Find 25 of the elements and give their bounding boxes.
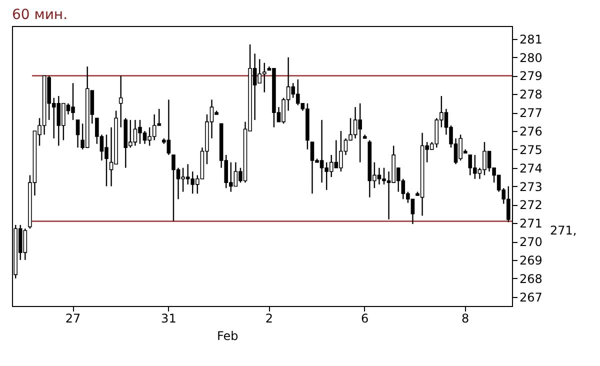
y-tick-label: 281 xyxy=(520,32,542,46)
candlestick xyxy=(76,119,80,148)
text: Feb xyxy=(217,329,238,343)
x-tick-label: 8 xyxy=(462,312,470,326)
y-tick-label: 273 xyxy=(520,180,542,194)
x-tick-label: 27 xyxy=(65,312,81,326)
y-tick-label: 280 xyxy=(520,50,542,65)
y-tick-label: 276 xyxy=(520,124,542,138)
y-tick-label: 277 xyxy=(520,106,542,120)
y-tick-label: 272 xyxy=(520,198,542,212)
y-tick-label: 279 xyxy=(520,69,542,84)
y-tick-label: 274 xyxy=(520,161,542,176)
candlestick xyxy=(118,75,123,128)
y-tick-label: 269 xyxy=(520,253,542,268)
y-tick-label: 275 xyxy=(520,142,542,157)
y-tick-label: 268 xyxy=(520,272,542,286)
x-tick-label: 6 xyxy=(361,312,369,326)
y-tick-label: 271 xyxy=(520,216,542,231)
chart-title: 60 мин. xyxy=(12,7,68,23)
x-tick-label: 2 xyxy=(265,312,273,326)
y-tick-label: 270 xyxy=(520,235,542,250)
text: 271, xyxy=(550,223,577,238)
y-tick-label: 278 xyxy=(520,88,542,102)
x-tick-label: 31 xyxy=(161,312,176,326)
y-tick-label: 267 xyxy=(520,290,542,304)
